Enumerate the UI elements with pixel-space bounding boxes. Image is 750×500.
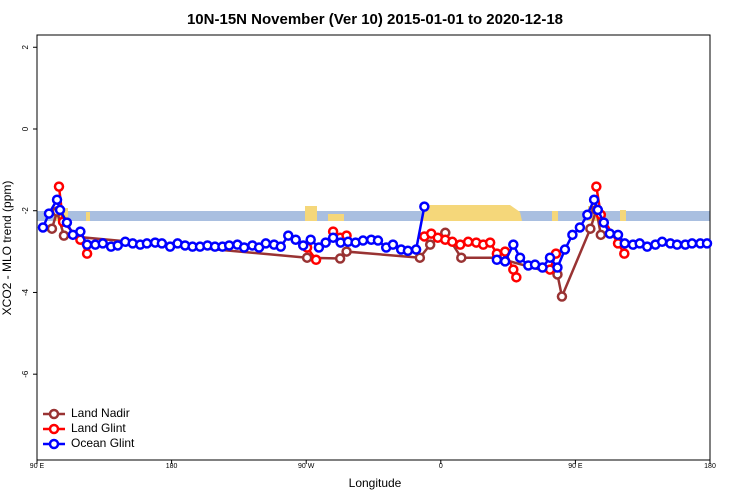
data-point bbox=[301, 252, 313, 263]
data-point bbox=[402, 245, 414, 257]
y-tick-label: -2 bbox=[21, 207, 30, 215]
data-point bbox=[58, 230, 70, 241]
data-point bbox=[223, 240, 235, 251]
data-point bbox=[372, 235, 384, 246]
data-point bbox=[297, 240, 309, 251]
data-point bbox=[156, 238, 168, 249]
data-point bbox=[491, 254, 503, 266]
legend-marker bbox=[48, 408, 60, 420]
data-point bbox=[341, 246, 352, 257]
y-axis-label: XCO2 - MLO trend (ppm) bbox=[0, 181, 14, 316]
data-point bbox=[75, 226, 86, 237]
data-point bbox=[462, 236, 474, 248]
data-point bbox=[46, 223, 58, 234]
data-point bbox=[585, 223, 596, 234]
data-point bbox=[141, 238, 153, 249]
data-point bbox=[598, 217, 610, 228]
data-point bbox=[43, 208, 55, 219]
data-point bbox=[275, 241, 287, 252]
data-point bbox=[591, 181, 602, 192]
x-tick-label: 180 bbox=[704, 463, 716, 470]
data-point bbox=[313, 242, 325, 253]
data-point bbox=[410, 244, 422, 255]
data-point bbox=[499, 256, 511, 267]
data-point bbox=[290, 234, 301, 245]
x-tick-label: 0 bbox=[439, 463, 443, 470]
y-tick-label: 2 bbox=[21, 44, 30, 49]
data-point bbox=[334, 253, 346, 264]
data-point bbox=[701, 238, 713, 249]
data-point bbox=[595, 229, 607, 241]
data-point bbox=[582, 209, 593, 221]
data-point bbox=[260, 238, 272, 249]
legend-label: Ocean Glint bbox=[71, 436, 135, 450]
data-point bbox=[320, 237, 331, 248]
legend-label: Land Glint bbox=[71, 421, 126, 435]
data-point bbox=[37, 222, 49, 233]
data-point bbox=[514, 252, 526, 263]
y-tick-label: -4 bbox=[21, 288, 30, 296]
legend-label: Land Nadir bbox=[71, 406, 130, 420]
data-point bbox=[238, 242, 250, 253]
data-point bbox=[54, 204, 66, 216]
data-point bbox=[357, 235, 369, 246]
data-point bbox=[544, 252, 556, 263]
map-strip bbox=[37, 205, 710, 221]
data-point bbox=[419, 201, 430, 212]
data-point bbox=[97, 238, 109, 249]
data-point bbox=[310, 254, 322, 266]
data-point bbox=[656, 236, 668, 248]
y-tick-label: 0 bbox=[21, 126, 30, 131]
chart-title: 10N-15N November (Ver 10) 2015-01-01 to … bbox=[187, 11, 563, 28]
data-point bbox=[574, 222, 586, 233]
data-point bbox=[588, 194, 600, 205]
legend-marker bbox=[48, 423, 60, 435]
data-point bbox=[619, 248, 630, 259]
y-tick-label: -6 bbox=[21, 370, 30, 378]
data-point bbox=[559, 244, 571, 255]
data-point bbox=[81, 239, 93, 250]
data-point bbox=[537, 262, 548, 273]
data-point bbox=[556, 291, 568, 302]
data-point bbox=[619, 238, 631, 249]
data-point bbox=[552, 262, 563, 273]
x-tick-label: 90 E bbox=[568, 463, 583, 470]
legend-marker bbox=[48, 438, 60, 450]
data-point bbox=[414, 252, 426, 263]
data-point bbox=[81, 248, 93, 259]
data-point bbox=[612, 229, 624, 241]
data-point bbox=[567, 229, 578, 241]
data-point bbox=[51, 194, 63, 205]
data-point bbox=[671, 239, 683, 250]
data-point bbox=[283, 230, 294, 241]
x-tick-label: 90 E bbox=[30, 463, 45, 470]
data-point bbox=[424, 239, 436, 250]
data-point bbox=[53, 181, 65, 192]
data-point bbox=[641, 241, 653, 252]
data-point bbox=[508, 239, 519, 250]
data-point bbox=[61, 217, 73, 228]
data-point bbox=[511, 272, 522, 283]
x-tick-label: 90 W bbox=[298, 463, 315, 470]
data-point bbox=[484, 237, 496, 248]
data-point bbox=[387, 239, 399, 250]
data-point bbox=[686, 238, 698, 249]
data-point bbox=[592, 204, 604, 216]
data-point bbox=[305, 234, 316, 245]
x-tick-label: 180 bbox=[166, 463, 178, 470]
data-point bbox=[604, 228, 616, 239]
x-axis-label: Longitude bbox=[349, 476, 402, 490]
data-point bbox=[327, 232, 339, 243]
data-point bbox=[456, 252, 467, 263]
